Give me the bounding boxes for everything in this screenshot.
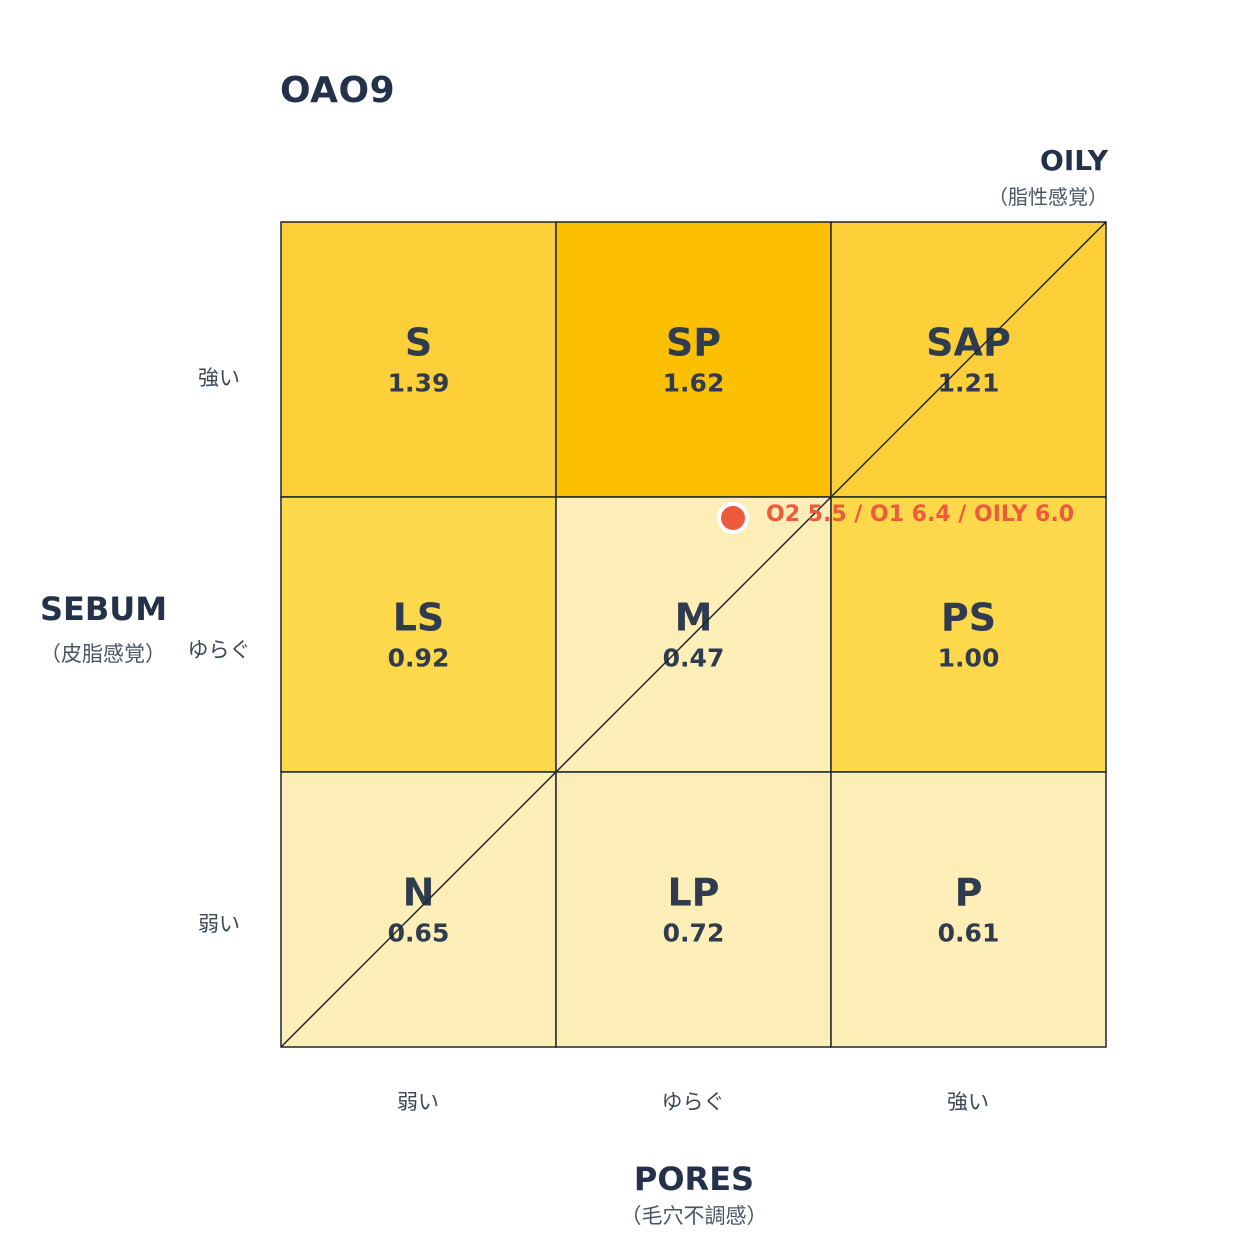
- cell-code-label: PS: [941, 596, 996, 640]
- data-point-label: O2 5.5 / O1 6.4 / OILY 6.0: [766, 502, 1075, 527]
- oily-axis-label: OILY （脂性感覚）: [988, 144, 1108, 210]
- cell-value-label: 1.62: [663, 369, 725, 398]
- x-axis-label: PORES （毛穴不調感）: [594, 1160, 794, 1230]
- oily-diagonal-line: [280, 221, 1107, 1048]
- cell-code-label: M: [675, 596, 713, 640]
- heatmap-cell-ls: [280, 496, 557, 773]
- oily-axis-title: OILY: [1040, 144, 1108, 177]
- cell-value-label: 0.61: [938, 919, 1000, 948]
- heatmap-cell-lp: [555, 771, 832, 1048]
- data-point-marker[interactable]: [721, 506, 745, 530]
- cell-value-label: 1.39: [388, 369, 450, 398]
- chart-title: OAO9: [280, 70, 396, 111]
- x-axis-title: PORES: [633, 1160, 755, 1198]
- cell-code-label: SAP: [926, 321, 1011, 365]
- y-tick-label: 弱い: [198, 912, 240, 936]
- x-tick-label: 強い: [947, 1090, 989, 1114]
- heatmap-cell-s: [280, 221, 557, 498]
- y-axis-label: SEBUM （皮脂感覚）: [40, 590, 168, 668]
- y-tick-label: 強い: [198, 366, 240, 390]
- cell-value-label: 0.92: [388, 644, 450, 673]
- x-tick-label: 弱い: [397, 1090, 439, 1114]
- heatmap-cell-p: [830, 771, 1107, 1048]
- cell-code-label: LP: [667, 871, 719, 915]
- y-axis-subtitle: （皮脂感覚）: [40, 642, 166, 666]
- cell-code-label: S: [405, 321, 432, 365]
- cell-value-label: 0.47: [663, 644, 725, 673]
- cell-value-label: 1.00: [938, 644, 1000, 673]
- cell-code-label: N: [403, 871, 435, 915]
- x-axis-subtitle: （毛穴不調感）: [620, 1204, 768, 1228]
- y-axis-title: SEBUM: [40, 590, 168, 628]
- x-tick-label: ゆらぐ: [661, 1090, 725, 1114]
- cell-code-label: LS: [393, 596, 445, 640]
- oily-axis-subtitle: （脂性感覚）: [988, 185, 1108, 209]
- cell-value-label: 0.72: [663, 919, 725, 948]
- cell-value-label: 0.65: [388, 919, 450, 948]
- heatmap-cell-ps: [830, 496, 1107, 773]
- cell-value-label: 1.21: [938, 369, 1000, 398]
- cell-code-label: P: [955, 871, 983, 915]
- y-tick-label: ゆらぐ: [187, 638, 251, 662]
- cell-code-label: SP: [666, 321, 721, 365]
